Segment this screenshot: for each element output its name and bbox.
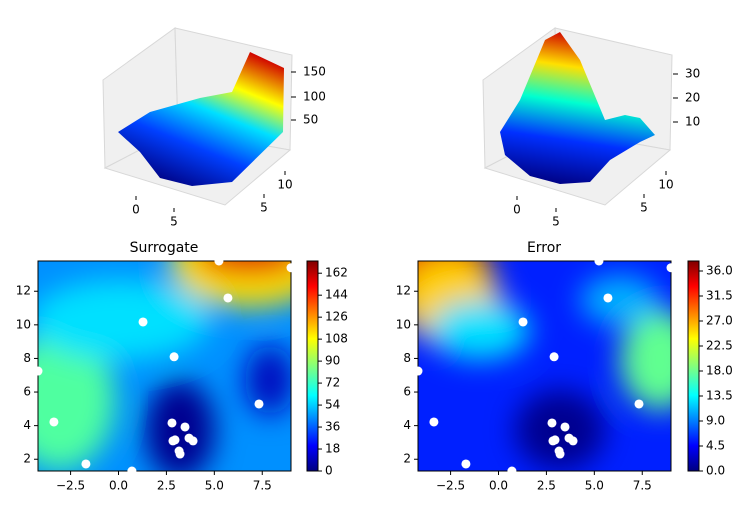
surface bbox=[500, 32, 655, 184]
data-point bbox=[429, 417, 439, 427]
colorbar-tick-label: 144 bbox=[325, 288, 348, 302]
x-tick-label: 7.5 bbox=[253, 479, 272, 493]
y-tick-label: 2 bbox=[403, 452, 411, 466]
y-tick-label: 10 bbox=[396, 317, 411, 331]
data-point bbox=[81, 459, 91, 469]
data-point bbox=[49, 417, 59, 427]
y-tick-label: 8 bbox=[23, 351, 31, 365]
colorbar-tick-label: 90 bbox=[325, 354, 340, 368]
data-point bbox=[560, 422, 570, 432]
colorbar-tick-label: 18.0 bbox=[706, 364, 733, 378]
data-point bbox=[180, 422, 190, 432]
colorbar-tick-label: 31.5 bbox=[706, 289, 733, 303]
colorbar bbox=[306, 260, 319, 472]
x-tick-label: 0 bbox=[513, 203, 521, 217]
z-tick-label: 100 bbox=[303, 90, 326, 104]
x-tick-label: 0.0 bbox=[109, 479, 128, 493]
data-point bbox=[168, 436, 178, 446]
y-tick-label: 5 bbox=[260, 201, 268, 215]
surface-plot bbox=[102, 27, 293, 206]
contour-fill bbox=[418, 261, 671, 471]
colorbar-tick-label: 0.0 bbox=[706, 464, 725, 478]
data-point bbox=[169, 352, 179, 362]
y-tick-label: 12 bbox=[16, 284, 31, 298]
data-point bbox=[223, 293, 233, 303]
x-tick-label: 7.5 bbox=[633, 479, 652, 493]
colorbar-tick-label: 9.0 bbox=[706, 414, 725, 428]
surface-plot bbox=[482, 27, 673, 206]
colorbar bbox=[687, 260, 700, 472]
x-tick-label: 5.0 bbox=[585, 479, 604, 493]
data-point bbox=[286, 263, 296, 273]
data-point bbox=[594, 256, 604, 266]
data-point bbox=[603, 293, 613, 303]
colorbar-tick-label: 27.0 bbox=[706, 314, 733, 328]
y-tick-label: 4 bbox=[23, 418, 31, 432]
colorbar-tick-label: 22.5 bbox=[706, 339, 733, 353]
y-tick-label: 5 bbox=[640, 201, 648, 215]
x-tick-label: −2.5 bbox=[436, 479, 465, 493]
data-point bbox=[666, 263, 676, 273]
x-tick-label: −2.5 bbox=[56, 479, 85, 493]
colorbar-tick-label: 162 bbox=[325, 266, 348, 280]
z-tick-label: 20 bbox=[685, 91, 700, 105]
y-tick-label: 10 bbox=[658, 178, 673, 192]
x-tick-label: 2.5 bbox=[157, 479, 176, 493]
z-tick-label: 10 bbox=[685, 115, 700, 129]
data-point bbox=[568, 436, 578, 446]
data-point bbox=[167, 418, 177, 428]
y-tick-label: 12 bbox=[396, 284, 411, 298]
x-tick-label: 5.0 bbox=[205, 479, 224, 493]
x-tick-label: 0.0 bbox=[489, 479, 508, 493]
y-tick-label: 8 bbox=[403, 351, 411, 365]
data-point bbox=[127, 466, 137, 476]
colorbar-tick-label: 36 bbox=[325, 420, 340, 434]
y-tick-label: 10 bbox=[16, 317, 31, 331]
z-tick-label: 150 bbox=[303, 65, 326, 79]
surface bbox=[118, 52, 284, 186]
data-point bbox=[549, 352, 559, 362]
x-tick-label: 5 bbox=[552, 215, 560, 229]
data-point bbox=[33, 366, 43, 376]
colorbar-tick-label: 0 bbox=[325, 464, 333, 478]
data-point bbox=[461, 459, 471, 469]
y-tick-label: 2 bbox=[23, 452, 31, 466]
data-point bbox=[518, 317, 528, 327]
y-tick-label: 10 bbox=[277, 178, 292, 192]
contour-fill bbox=[38, 261, 291, 471]
axes-frame bbox=[37, 260, 292, 472]
colorbar-tick-label: 13.5 bbox=[706, 389, 733, 403]
colorbar-tick-label: 108 bbox=[325, 332, 348, 346]
z-tick-label: 50 bbox=[303, 113, 318, 127]
data-point bbox=[555, 449, 565, 459]
x-tick-label: 2.5 bbox=[537, 479, 556, 493]
data-point bbox=[548, 436, 558, 446]
y-tick-label: 6 bbox=[403, 385, 411, 399]
data-point bbox=[175, 449, 185, 459]
data-point bbox=[254, 399, 264, 409]
z-tick-label: 30 bbox=[685, 67, 700, 81]
data-point bbox=[138, 317, 148, 327]
data-point bbox=[214, 256, 224, 266]
data-point bbox=[413, 366, 423, 376]
x-tick-label: 5 bbox=[170, 215, 178, 229]
y-tick-label: 4 bbox=[403, 418, 411, 432]
data-point bbox=[547, 418, 557, 428]
plot-title: Surrogate bbox=[130, 240, 199, 256]
axes-frame bbox=[417, 260, 672, 472]
colorbar-tick-label: 72 bbox=[325, 376, 340, 390]
colorbar-tick-label: 18 bbox=[325, 442, 340, 456]
data-point bbox=[634, 399, 644, 409]
plot-title: Error bbox=[527, 240, 561, 256]
colorbar-tick-label: 36.0 bbox=[706, 264, 733, 278]
colorbar-tick-label: 4.5 bbox=[706, 439, 725, 453]
data-point bbox=[507, 466, 517, 476]
colorbar-tick-label: 126 bbox=[325, 310, 348, 324]
colorbar-tick-label: 54 bbox=[325, 398, 340, 412]
data-point bbox=[188, 436, 198, 446]
x-tick-label: 0 bbox=[132, 203, 140, 217]
y-tick-label: 6 bbox=[23, 385, 31, 399]
